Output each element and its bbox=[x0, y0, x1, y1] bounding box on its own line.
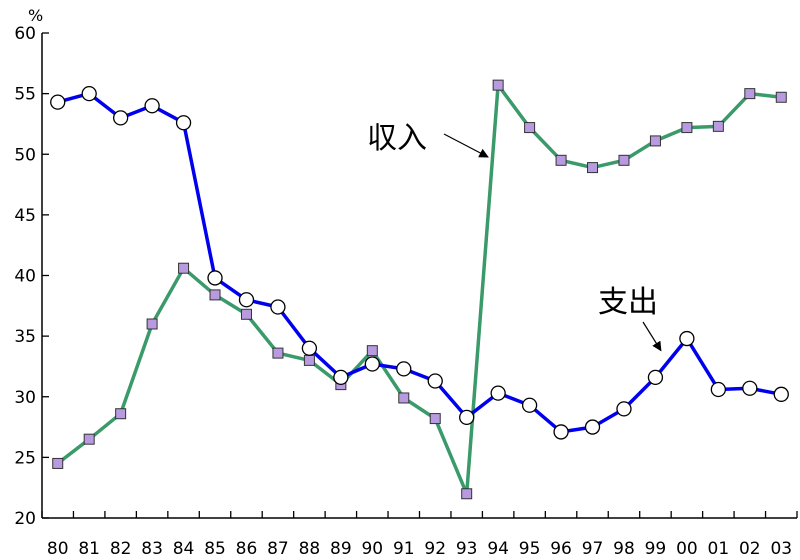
y-tick-label: 30 bbox=[14, 388, 36, 408]
y-tick-label: 40 bbox=[14, 267, 36, 287]
y-tick-label: 20 bbox=[14, 509, 36, 529]
data-point-expenditure bbox=[553, 424, 569, 440]
data-point-expenditure bbox=[112, 110, 129, 126]
data-point-income bbox=[209, 289, 221, 301]
data-point-expenditure bbox=[521, 397, 538, 413]
data-point-income bbox=[83, 433, 95, 445]
x-tick-label: 00 bbox=[676, 539, 698, 559]
data-point-income bbox=[492, 79, 504, 91]
data-point-income bbox=[649, 135, 661, 147]
annotation-label: 収入 bbox=[367, 121, 427, 156]
x-tick-label: 91 bbox=[393, 539, 415, 559]
y-tick-label: 35 bbox=[14, 327, 36, 347]
data-point-expenditure bbox=[647, 369, 664, 386]
x-tick-label: 88 bbox=[299, 539, 321, 559]
y-tick-label: 60 bbox=[14, 24, 36, 44]
x-tick-label: 90 bbox=[361, 539, 383, 559]
data-point-expenditure bbox=[742, 380, 758, 396]
x-tick-label: 83 bbox=[141, 539, 163, 559]
x-tick-label: 86 bbox=[236, 539, 258, 559]
data-point-expenditure bbox=[679, 330, 695, 347]
data-point-expenditure bbox=[144, 98, 160, 114]
data-point-income bbox=[524, 122, 536, 134]
x-tick-label: 95 bbox=[519, 539, 541, 559]
data-point-expenditure bbox=[175, 115, 192, 131]
data-point-income bbox=[115, 408, 127, 420]
x-tick-label: 87 bbox=[267, 539, 289, 559]
data-point-income bbox=[587, 162, 599, 174]
data-point-expenditure bbox=[81, 85, 97, 102]
data-point-income bbox=[272, 347, 284, 359]
x-tick-label: 93 bbox=[456, 539, 478, 559]
y-tick-label: 50 bbox=[14, 145, 36, 165]
y-unit-label: % bbox=[28, 6, 43, 25]
data-point-expenditure bbox=[50, 94, 66, 110]
data-point-expenditure bbox=[364, 356, 380, 372]
data-point-expenditure bbox=[207, 270, 223, 286]
data-point-income bbox=[712, 120, 724, 132]
annotation-arrow bbox=[642, 321, 662, 352]
data-point-income bbox=[240, 308, 252, 320]
data-point-income bbox=[303, 354, 315, 366]
x-tick-label: 03 bbox=[770, 539, 792, 559]
x-tick-label: 02 bbox=[739, 539, 761, 559]
data-point-income bbox=[681, 122, 693, 134]
data-point-income bbox=[178, 262, 190, 274]
data-point-expenditure bbox=[710, 381, 727, 398]
series-markers bbox=[50, 79, 789, 500]
data-point-income bbox=[775, 91, 787, 103]
x-tick-label: 80 bbox=[47, 539, 69, 559]
data-point-income bbox=[429, 413, 441, 425]
data-point-income bbox=[618, 154, 630, 166]
x-tick-label: 84 bbox=[173, 539, 195, 559]
x-tick-label: 99 bbox=[645, 539, 667, 559]
y-tick-label: 55 bbox=[14, 85, 36, 105]
data-point-expenditure bbox=[584, 419, 601, 435]
data-point-income bbox=[146, 318, 158, 330]
data-point-expenditure bbox=[270, 299, 286, 315]
annotation-arrow bbox=[443, 133, 489, 158]
data-point-expenditure bbox=[301, 340, 318, 356]
data-point-expenditure bbox=[396, 361, 412, 377]
data-point-expenditure bbox=[459, 409, 475, 426]
x-tick-label: 94 bbox=[487, 539, 509, 559]
data-point-income bbox=[52, 457, 64, 469]
x-tick-label: 98 bbox=[613, 539, 635, 559]
annotation-label: 支出 bbox=[598, 285, 658, 320]
x-tick-label: 96 bbox=[550, 539, 572, 559]
data-point-income bbox=[366, 345, 378, 357]
data-point-income bbox=[744, 88, 756, 100]
data-point-income bbox=[555, 154, 567, 166]
data-point-expenditure bbox=[616, 401, 632, 417]
data-point-income bbox=[461, 488, 473, 500]
y-ticks: 20 25 30 35 40 45 50 55 60 bbox=[14, 24, 49, 529]
x-tick-label: 81 bbox=[78, 539, 100, 559]
data-point-expenditure bbox=[333, 369, 349, 386]
x-tick-label: 89 bbox=[330, 539, 352, 559]
y-tick-label: 25 bbox=[14, 448, 36, 468]
x-ticks: 80 81 82 83 84 85 86 87 88 89 90 91 92 93 94 95 96 97 98 99… bbox=[41, 511, 798, 559]
x-tick-label: 97 bbox=[582, 539, 604, 559]
x-tick-label: 82 bbox=[110, 539, 132, 559]
x-tick-label: 01 bbox=[708, 539, 730, 559]
x-tick-label: 92 bbox=[424, 539, 446, 559]
data-point-expenditure bbox=[238, 292, 255, 308]
y-tick-label: 45 bbox=[14, 206, 36, 226]
data-point-income bbox=[398, 392, 410, 404]
data-point-expenditure bbox=[490, 385, 506, 401]
x-tick-label: 85 bbox=[204, 539, 226, 559]
data-point-expenditure bbox=[427, 373, 443, 389]
data-point-expenditure bbox=[773, 386, 789, 402]
